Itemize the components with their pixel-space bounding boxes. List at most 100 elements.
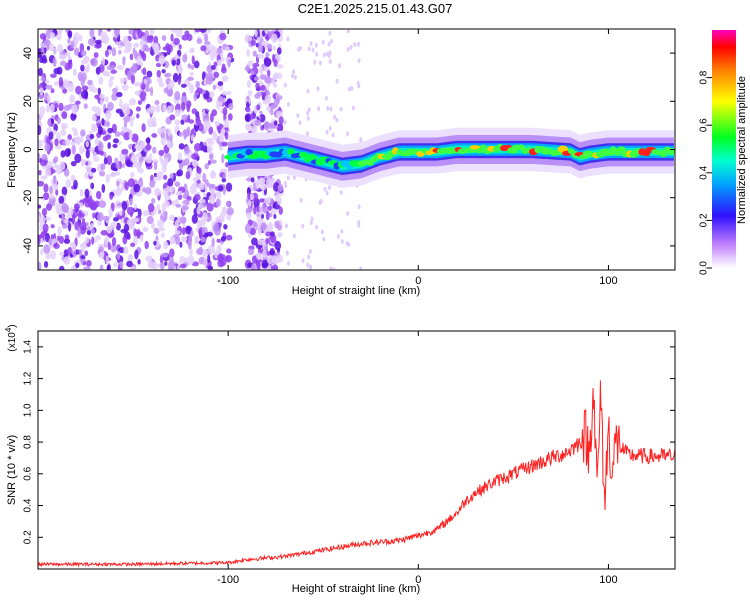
spectrogram-speckle: [250, 118, 255, 125]
spectrogram-speckle: [190, 230, 194, 236]
spectrogram-speckle: [133, 228, 138, 237]
spectrogram-speckle: [94, 43, 102, 49]
spectrogram-speckle: [45, 252, 51, 260]
spectrogram-speckle: [187, 63, 192, 69]
colorbar-tick-label: 0.0: [699, 261, 710, 275]
spectrogram-speckle: [283, 82, 287, 88]
spectrogram-speckle: [44, 168, 52, 177]
spectrogram-speckle: [81, 148, 86, 153]
spectrogram-speckle: [184, 225, 192, 235]
spectrogram-speckle: [130, 172, 135, 178]
spectrogram-speckle: [73, 130, 79, 137]
spectrogram-speckle: [194, 235, 200, 245]
spectrogram-speckle: [38, 139, 43, 149]
spectrogram-speckle: [114, 157, 119, 164]
spectrogram-speckle: [181, 226, 186, 236]
spectrogram-speckle: [173, 37, 180, 46]
spectrogram-speckle: [106, 121, 110, 127]
spectrogram-speckle: [322, 236, 326, 242]
spectrogram-speckle: [198, 123, 204, 132]
spectrogram-speckle: [163, 60, 169, 69]
snr-y-tick-label: 0.8: [23, 435, 34, 449]
spectrogram-speckle: [77, 226, 81, 237]
spectrogram-speckle: [136, 228, 141, 239]
spectrogram-speckle: [121, 126, 128, 132]
spectrogram-speckle: [152, 146, 157, 154]
spectrogram-speckle: [329, 266, 333, 270]
spectrogram-speckle: [78, 248, 82, 255]
spectrogram-speckle: [320, 229, 324, 235]
spectrogram-speckle: [111, 47, 117, 57]
spectrogram-speckle: [247, 192, 251, 200]
spectrogram-speckle: [142, 67, 147, 76]
spectrogram-speckle: [80, 247, 85, 253]
spectrogram-speckle: [110, 221, 118, 229]
spectrogram-speckle: [193, 194, 201, 201]
spectrogram-speckle: [212, 84, 216, 91]
spectrogram-speckle: [80, 129, 86, 137]
spectrogram-speckle: [162, 104, 167, 111]
spectrogram-speckle: [80, 64, 85, 72]
spectrogram-speckle: [357, 222, 361, 228]
spectrogram-speckle: [151, 42, 159, 51]
spectrogram-speckle: [49, 250, 57, 260]
snr-y-scale-close: ): [7, 324, 18, 327]
spectrogram-speckle: [192, 177, 199, 182]
spectrogram-speckle: [203, 120, 211, 130]
spectrogram-speckle: [121, 163, 125, 169]
spectrogram-speckle: [43, 192, 50, 201]
spectrogram-speckle: [184, 158, 190, 166]
spectrogram-speckle: [105, 255, 109, 265]
spectrogram-speckle: [61, 214, 65, 221]
spectrogram-speckle: [285, 250, 289, 256]
spectrogram-speckle: [71, 144, 76, 155]
spectrogram-speckle: [200, 45, 207, 52]
spectrogram-speckle: [169, 214, 175, 221]
spectrogram-speckle: [107, 142, 111, 150]
spectrogram-speckle: [256, 91, 263, 97]
spectrogram-speckle: [133, 42, 140, 48]
spectrogram-speckle: [146, 70, 153, 78]
spectrogram-speckle: [63, 238, 71, 244]
spectrogram-speckle: [167, 260, 176, 270]
spectrogram-speckle: [187, 239, 192, 250]
spectrogram-speckle: [40, 248, 44, 256]
spectrogram-speckle: [63, 168, 70, 177]
spectrogram-speckle: [269, 212, 273, 218]
spectrogram-speckle: [174, 109, 181, 117]
spectrogram-speckle: [70, 174, 76, 183]
spectrogram-speckle: [221, 66, 227, 74]
spectrogram-speckle: [216, 100, 221, 110]
spectrogram-speckle: [58, 29, 63, 34]
spectrogram-speckle: [53, 243, 60, 249]
spectrogram-speckle: [53, 175, 57, 186]
spectrogram-speckle: [118, 49, 122, 55]
spectrogram-speckle: [254, 119, 262, 126]
spectrogram-speckle: [87, 79, 93, 86]
spectrogram-speckle: [99, 170, 106, 177]
spectrogram-speckle: [228, 103, 234, 111]
spectrogram-speckle: [190, 64, 195, 70]
spectrogram-speckle: [265, 90, 271, 96]
spectrogram-speckle: [276, 247, 281, 253]
snr-x-tick-label: -100: [217, 574, 239, 586]
spectrogram-speckle: [50, 73, 57, 78]
spectrogram-speckle: [158, 55, 166, 65]
spectrogram-speckle: [275, 193, 280, 203]
spectrogram-speckle: [307, 46, 311, 52]
spectrogram-speckle: [349, 44, 353, 50]
spectrogram-speckle: [102, 215, 110, 222]
figure-title: C2E1.2025.215.01.43.G07: [298, 1, 453, 16]
colorbar-tick-label: 0.6: [699, 118, 710, 132]
spectrogram-speckle: [80, 72, 87, 82]
spectrogram-speckle: [133, 203, 138, 210]
spectrogram-speckle: [180, 83, 187, 88]
spectrogram-speckle: [164, 261, 168, 266]
spectrogram-speckle: [43, 39, 51, 46]
spectrogram-speckle: [43, 244, 51, 255]
spectrogram-speckle: [293, 74, 297, 80]
spectrogram-speckle: [158, 209, 162, 215]
spectrogram-speckle: [67, 55, 72, 60]
spectrogram-speckle: [79, 243, 84, 249]
spectrogram-speckle: [340, 229, 344, 235]
